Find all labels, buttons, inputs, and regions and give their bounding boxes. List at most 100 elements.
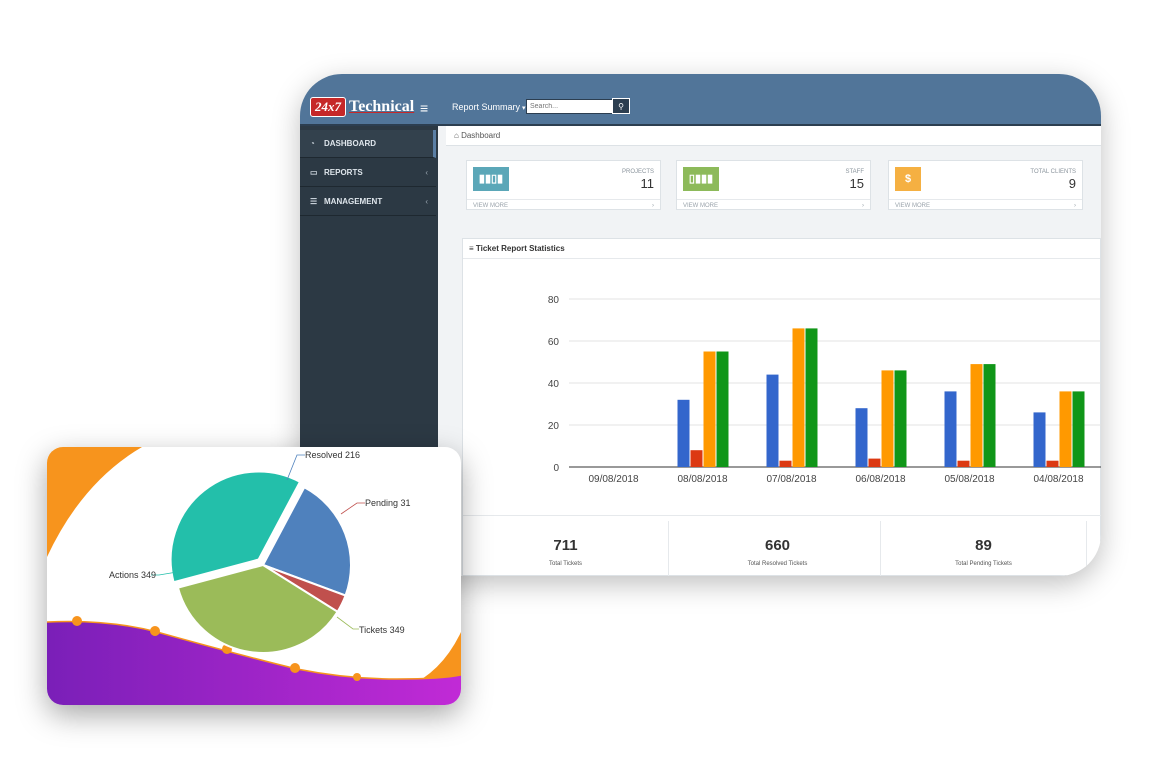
bar bbox=[1033, 412, 1046, 467]
stat-label: STAFF bbox=[845, 169, 864, 175]
bar bbox=[1046, 460, 1059, 467]
x-tick-label: 08/08/2018 bbox=[677, 474, 727, 485]
view-more-label: VIEW MORE bbox=[895, 203, 931, 209]
view-more-link[interactable]: VIEW MORE › bbox=[467, 199, 660, 211]
bar bbox=[766, 374, 779, 467]
total-value: 711 bbox=[553, 537, 578, 554]
view-more-link[interactable]: VIEW MORE › bbox=[677, 199, 870, 211]
sidebar-item-label: DASHBOARD bbox=[324, 139, 376, 148]
chevron-right-icon: › bbox=[1074, 203, 1076, 209]
total-tickets: 711 Total Tickets bbox=[463, 521, 669, 576]
pie-label-actions: Actions 349 bbox=[109, 570, 156, 580]
chevron-left-icon: ‹ bbox=[425, 197, 428, 206]
bar bbox=[957, 460, 970, 467]
stat-value: 15 bbox=[849, 176, 864, 191]
panel-title-text: Ticket Report Statistics bbox=[475, 244, 565, 253]
dashboard-icon: ◔ bbox=[310, 139, 315, 148]
pie-slice-resolved bbox=[261, 485, 352, 597]
search-icon: ⚲ bbox=[618, 102, 624, 111]
view-more-link[interactable]: VIEW MORE › bbox=[889, 199, 1082, 211]
bar bbox=[868, 458, 881, 467]
orange-wave-top bbox=[47, 447, 142, 557]
x-tick-label: 09/08/2018 bbox=[588, 474, 638, 485]
sidebar-item-label: MANAGEMENT bbox=[324, 197, 383, 206]
wave-dot bbox=[290, 663, 300, 673]
bar bbox=[690, 450, 703, 467]
bar bbox=[1059, 391, 1072, 467]
view-more-label: VIEW MORE bbox=[683, 203, 719, 209]
x-tick-label: 06/08/2018 bbox=[855, 474, 905, 485]
bar bbox=[970, 364, 983, 467]
wave-dot bbox=[150, 626, 160, 636]
search-input[interactable] bbox=[526, 99, 616, 114]
sidebar-item-dashboard[interactable]: ◔ DASHBOARD bbox=[300, 130, 436, 158]
bar-chart-icon: ▯▮▮▮ bbox=[683, 167, 719, 191]
dollar-icon: $ bbox=[895, 167, 921, 191]
bar bbox=[855, 408, 868, 467]
y-tick-label: 40 bbox=[548, 379, 560, 390]
wave-line bbox=[47, 620, 461, 680]
home-icon[interactable]: ⌂ bbox=[454, 131, 459, 140]
y-tick-label: 80 bbox=[548, 295, 560, 306]
orange-wave-right bbox=[407, 632, 461, 687]
logo[interactable]: 24x7 Technical bbox=[310, 96, 414, 118]
bar bbox=[1072, 391, 1085, 467]
stat-card-projects: ▮▮▯▮ PROJECTS 11 VIEW MORE › bbox=[466, 160, 661, 210]
stat-label: TOTAL CLIENTS bbox=[1030, 169, 1076, 175]
list-icon: ≡ bbox=[469, 244, 476, 253]
bar bbox=[894, 370, 907, 467]
divider bbox=[463, 515, 1101, 516]
panel-title: ≡ Ticket Report Statistics bbox=[463, 239, 1100, 259]
x-tick-label: 04/08/2018 bbox=[1033, 474, 1083, 485]
report-summary-dropdown[interactable]: Report Summary ▾ bbox=[452, 102, 526, 112]
bar bbox=[881, 370, 894, 467]
bar bbox=[779, 460, 792, 467]
bar bbox=[983, 364, 996, 467]
sidebar-item-reports[interactable]: ▭ REPORTS ‹ bbox=[300, 159, 436, 187]
pie-chart-card: Resolved 216 Pending 31 Tickets 349 Acti… bbox=[47, 447, 461, 705]
ticket-statistics-panel: ≡ Ticket Report Statistics 0 20 40 60 80 09/0… bbox=[462, 238, 1101, 576]
purple-wave bbox=[47, 621, 461, 705]
y-tick-label: 60 bbox=[548, 337, 560, 348]
view-more-label: VIEW MORE bbox=[473, 203, 509, 209]
pie-label-resolved: Resolved 216 bbox=[305, 450, 360, 460]
hamburger-icon[interactable]: ≡ bbox=[420, 100, 429, 116]
pie-slice-actions bbox=[169, 470, 302, 584]
breadcrumb: ⌂ Dashboard bbox=[446, 126, 1101, 146]
bar bbox=[677, 399, 690, 467]
logo-text: Technical bbox=[349, 98, 415, 115]
stat-value: 9 bbox=[1068, 176, 1076, 191]
stat-label: PROJECTS bbox=[621, 169, 654, 175]
y-tick-label: 20 bbox=[548, 421, 560, 432]
total-value: 660 bbox=[764, 537, 791, 554]
total-resolved-tickets: 660 Total Resolved Tickets bbox=[675, 521, 881, 576]
bar bbox=[703, 351, 716, 467]
chevron-left-icon: ‹ bbox=[425, 168, 428, 177]
stat-card-total-clients: $ TOTAL CLIENTS 9 VIEW MORE › bbox=[888, 160, 1083, 210]
monitor-icon: ▭ bbox=[310, 168, 318, 177]
logo-badge: 24x7 bbox=[310, 97, 346, 117]
bar bbox=[805, 328, 818, 467]
sidebar-item-management[interactable]: ☰ MANAGEMENT ‹ bbox=[300, 188, 436, 216]
wave-dot bbox=[353, 673, 361, 681]
pie-label-tickets: Tickets 349 bbox=[359, 625, 405, 635]
chevron-right-icon: › bbox=[862, 203, 864, 209]
stat-value: 11 bbox=[640, 176, 655, 191]
wave-dot bbox=[72, 616, 82, 626]
caret-down-icon: ▾ bbox=[522, 105, 526, 112]
x-tick-label: 05/08/2018 bbox=[944, 474, 994, 485]
report-summary-label: Report Summary bbox=[452, 102, 521, 112]
pie-label-pending: Pending 31 bbox=[365, 498, 411, 508]
pie-slice-tickets bbox=[176, 563, 339, 654]
total-value: 89 bbox=[975, 537, 992, 554]
pie-slices bbox=[169, 470, 352, 654]
sidebar-item-label: REPORTS bbox=[324, 168, 363, 177]
search-button[interactable]: ⚲ bbox=[612, 98, 630, 114]
ticket-pie-chart: Resolved 216 Pending 31 Tickets 349 Acti… bbox=[47, 447, 461, 705]
total-pending-tickets: 89 Total Pending Tickets bbox=[881, 521, 1087, 576]
top-navbar: 24x7 Technical ≡ Report Summary▾ ⚲ bbox=[300, 74, 1101, 126]
breadcrumb-dashboard[interactable]: Dashboard bbox=[461, 131, 501, 140]
list-icon: ☰ bbox=[310, 197, 318, 206]
pie-label-lines bbox=[151, 454, 365, 630]
ticket-bar-chart: 0 20 40 60 80 09/08/2018 08/08/2018 07/08/2018 0… bbox=[548, 295, 1101, 485]
